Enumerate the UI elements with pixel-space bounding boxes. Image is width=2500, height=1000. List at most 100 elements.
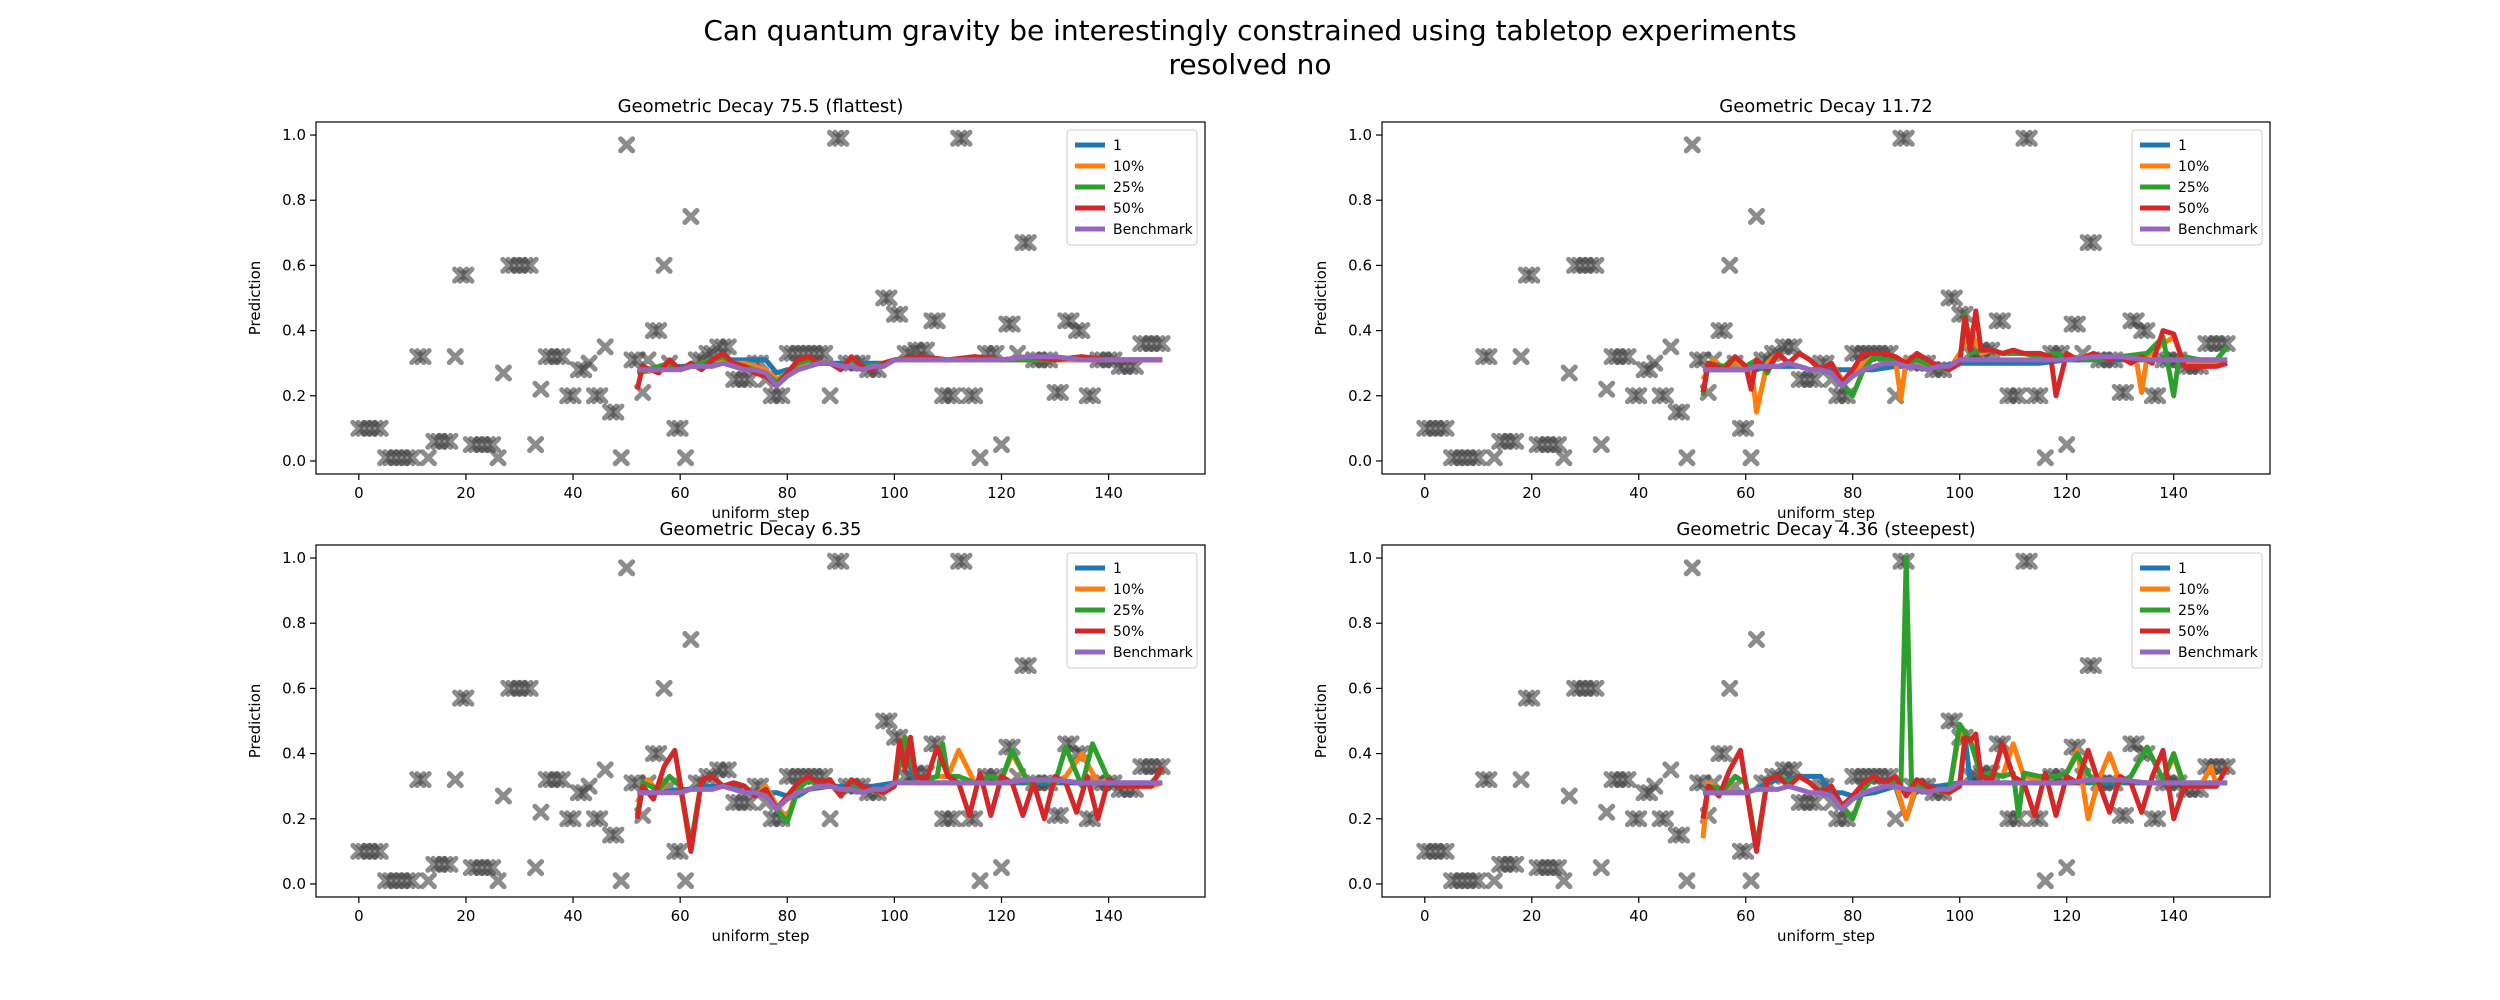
legend: 1 10% 25% 50% Benchmark — [2131, 552, 2263, 669]
scatter-point — [1945, 289, 1963, 307]
y-tick-label: 0.2 — [1348, 387, 1372, 405]
scatter-point — [655, 256, 673, 274]
scatter-point — [2218, 335, 2236, 353]
legend-label: Benchmark — [2178, 222, 2259, 238]
legend: 1 10% 25% 50% Benchmark — [1066, 129, 1198, 246]
scatter-point — [2084, 234, 2102, 252]
scatter-point — [832, 552, 850, 570]
scatter-point — [992, 859, 1010, 877]
scatter-point — [944, 810, 962, 828]
scatter-point — [639, 351, 657, 369]
x-tick-label: 20 — [1522, 484, 1541, 502]
figure-title-line2: resolved no — [1168, 48, 1332, 81]
scatter-point — [580, 777, 598, 795]
scatter-point — [1742, 449, 1760, 467]
scatter-point — [928, 312, 946, 330]
y-tick-label: 0.2 — [1348, 810, 1372, 828]
x-tick-label: 100 — [1945, 484, 1974, 502]
scatter-point — [741, 793, 759, 811]
y-tick-label: 1.0 — [282, 549, 306, 567]
subplot-2: 0 20 40 60 80 100 120 140 0.0 0.2 0.4 0.6 0.8 1.0 Geom… — [1312, 96, 2271, 523]
scatter-point — [1523, 689, 1541, 707]
x-tick-label: 40 — [1629, 484, 1648, 502]
scatter-point — [1806, 370, 1824, 388]
scatter-point — [719, 338, 737, 356]
x-tick-label: 0 — [354, 907, 364, 925]
scatter-point — [1887, 810, 1905, 828]
scatter-point — [1507, 855, 1525, 873]
scatter-point — [457, 266, 475, 284]
x-tick-label: 20 — [1522, 907, 1541, 925]
x-tick-label: 80 — [1843, 484, 1862, 502]
scatter-point — [618, 559, 636, 577]
series-line-benchmark — [1703, 354, 2228, 389]
scatter-point — [494, 364, 512, 382]
scatter-point — [1485, 872, 1503, 890]
scatter-point — [1747, 208, 1765, 226]
scatter-point — [2036, 449, 2054, 467]
y-tick-label: 0.4 — [1348, 322, 1372, 340]
scatter-point — [1721, 679, 1739, 697]
legend-label: 10% — [2178, 582, 2209, 598]
scatter-point — [719, 761, 737, 779]
scatter-point — [1598, 380, 1616, 398]
scatter-point — [682, 208, 700, 226]
scatter-point — [1683, 559, 1701, 577]
scatter-point — [682, 631, 700, 649]
scatter-point — [371, 419, 389, 437]
scatter-point — [2117, 807, 2135, 825]
scatter-point — [671, 842, 689, 860]
y-tick-label: 0.6 — [1348, 679, 1372, 697]
x-tick-label: 0 — [354, 484, 364, 502]
scatter-point — [1662, 338, 1680, 356]
scatter-point — [1550, 436, 1568, 454]
x-tick-label: 40 — [1629, 907, 1648, 925]
legend-label: 1 — [2178, 138, 2187, 154]
y-tick-label: 0.4 — [1348, 745, 1372, 763]
scatter-point — [2010, 810, 2028, 828]
scatter-point — [532, 803, 550, 821]
y-tick-label: 0.6 — [282, 679, 306, 697]
scatter-point — [446, 348, 464, 366]
scatter-point — [671, 419, 689, 437]
scatter-point — [1512, 348, 1530, 366]
legend-label: 10% — [2178, 159, 2209, 175]
legend-label: 50% — [2178, 201, 2209, 217]
x-tick-label: 140 — [2159, 484, 2188, 502]
scatter-point — [553, 348, 571, 366]
scatter-point — [1592, 436, 1610, 454]
scatter-point — [489, 449, 507, 467]
scatter-point — [564, 810, 582, 828]
scatter-point — [1742, 872, 1760, 890]
scatter-point — [2020, 129, 2038, 147]
scatter-point — [1126, 357, 1144, 375]
x-axis-label: uniform_step — [711, 927, 809, 946]
scatter-point — [612, 872, 630, 890]
scatter-point — [821, 387, 839, 405]
series-lines — [634, 734, 1165, 854]
scatter-point — [1785, 761, 1803, 779]
scatter-point — [1003, 315, 1021, 333]
scatter-point — [484, 436, 502, 454]
scatter-point — [821, 810, 839, 828]
scatter-point — [1678, 449, 1696, 467]
scatter-point — [677, 449, 695, 467]
plot-area — [315, 544, 1206, 898]
scatter-point — [403, 872, 421, 890]
subplot-title: Geometric Decay 11.72 — [1719, 96, 1933, 117]
scatter-point — [484, 859, 502, 877]
y-tick-label: 0.8 — [282, 191, 306, 209]
scatter-point — [419, 449, 437, 467]
scatter-point — [1560, 787, 1578, 805]
scatter-point — [655, 679, 673, 697]
scatter-point — [1019, 657, 1037, 675]
x-tick-label: 140 — [1094, 484, 1123, 502]
x-axis-label: uniform_step — [711, 504, 809, 523]
scatter-point — [1084, 387, 1102, 405]
scatter-point — [1587, 679, 1605, 697]
x-tick-label: 60 — [671, 484, 690, 502]
scatter-point — [2036, 872, 2054, 890]
scatter-point — [2138, 322, 2156, 340]
scatter-point — [1619, 771, 1637, 789]
x-tick-label: 0 — [1420, 907, 1430, 925]
